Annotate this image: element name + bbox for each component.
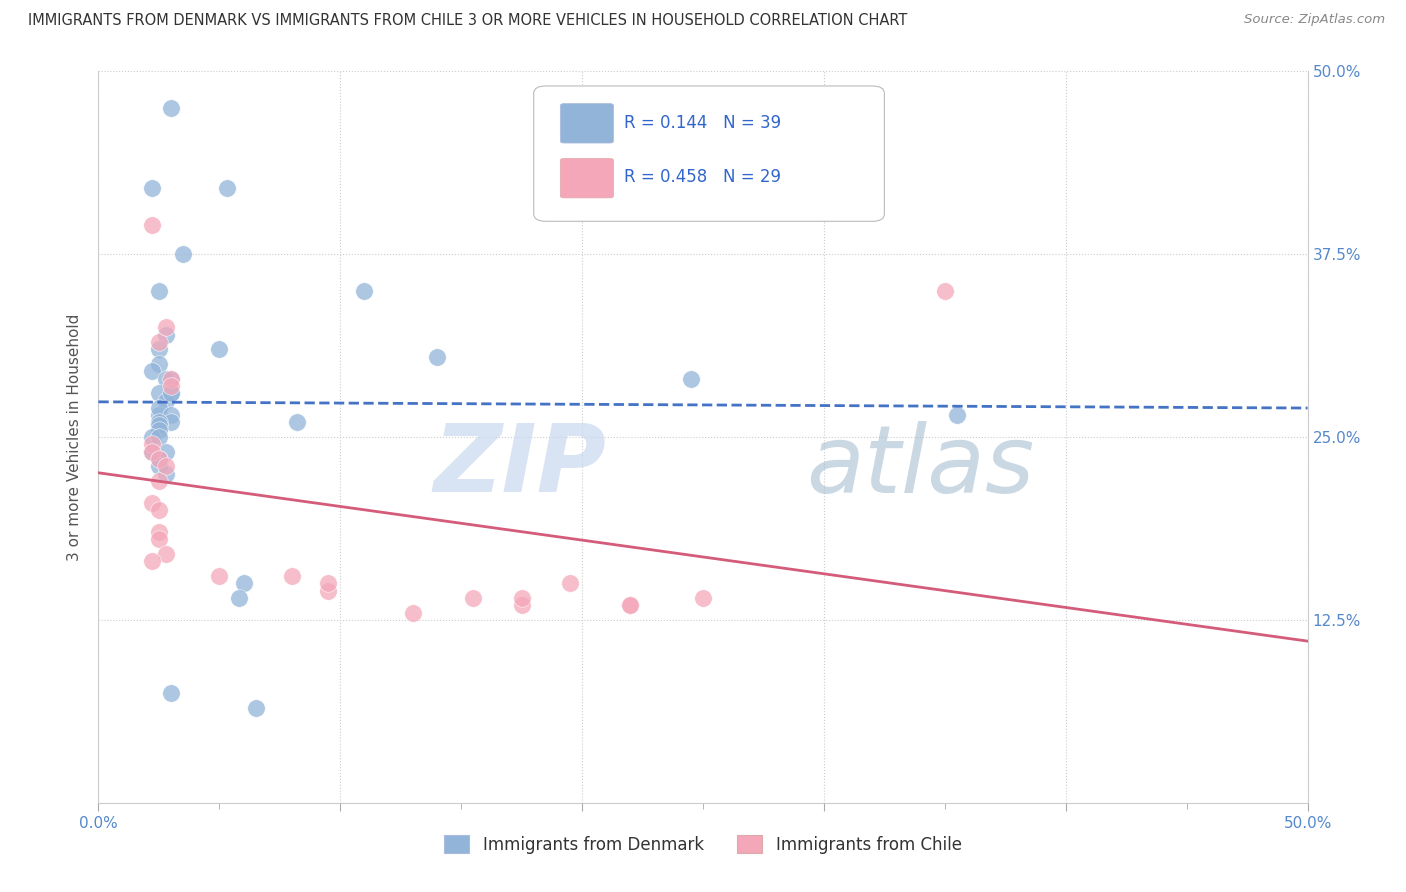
- Immigrants from Denmark: [160, 408, 183, 422]
- Immigrants from Chile: [934, 284, 956, 298]
- Text: R = 0.458   N = 29: R = 0.458 N = 29: [624, 169, 782, 186]
- Y-axis label: 3 or more Vehicles in Household: 3 or more Vehicles in Household: [67, 313, 83, 561]
- Immigrants from Chile: [148, 525, 170, 540]
- Immigrants from Chile: [141, 437, 163, 451]
- Immigrants from Denmark: [160, 371, 183, 385]
- Immigrants from Denmark: [148, 416, 170, 430]
- Immigrants from Chile: [316, 576, 339, 591]
- Immigrants from Chile: [148, 452, 170, 467]
- Immigrants from Denmark: [353, 284, 375, 298]
- Immigrants from Chile: [510, 591, 533, 605]
- Immigrants from Denmark: [232, 576, 254, 591]
- Immigrants from Denmark: [160, 101, 183, 115]
- Immigrants from Chile: [619, 599, 641, 613]
- Immigrants from Chile: [155, 547, 177, 561]
- Immigrants from Denmark: [160, 686, 183, 700]
- Immigrants from Chile: [692, 591, 714, 605]
- Immigrants from Chile: [148, 474, 170, 488]
- Immigrants from Chile: [558, 576, 581, 591]
- Immigrants from Denmark: [155, 467, 177, 481]
- Immigrants from Denmark: [285, 416, 308, 430]
- Immigrants from Denmark: [160, 386, 183, 401]
- Immigrants from Denmark: [228, 591, 250, 605]
- Immigrants from Denmark: [160, 386, 183, 401]
- Immigrants from Denmark: [148, 408, 170, 422]
- Immigrants from Denmark: [172, 247, 194, 261]
- Immigrants from Denmark: [155, 327, 177, 342]
- Immigrants from Chile: [155, 320, 177, 334]
- Immigrants from Chile: [148, 503, 170, 517]
- FancyBboxPatch shape: [561, 159, 613, 198]
- Immigrants from Denmark: [245, 700, 267, 714]
- Immigrants from Chile: [619, 599, 641, 613]
- Immigrants from Chile: [155, 459, 177, 474]
- Immigrants from Denmark: [141, 364, 163, 378]
- Text: Source: ZipAtlas.com: Source: ZipAtlas.com: [1244, 13, 1385, 27]
- Immigrants from Denmark: [148, 418, 170, 433]
- Immigrants from Chile: [141, 218, 163, 232]
- Immigrants from Chile: [402, 606, 425, 620]
- Immigrants from Denmark: [148, 423, 170, 437]
- Immigrants from Denmark: [946, 408, 969, 422]
- Legend: Immigrants from Denmark, Immigrants from Chile: Immigrants from Denmark, Immigrants from…: [437, 829, 969, 860]
- Immigrants from Denmark: [155, 393, 177, 408]
- Immigrants from Denmark: [679, 371, 702, 385]
- Immigrants from Denmark: [148, 284, 170, 298]
- Immigrants from Chile: [160, 379, 183, 393]
- Immigrants from Chile: [148, 533, 170, 547]
- Immigrants from Denmark: [141, 444, 163, 458]
- Immigrants from Chile: [148, 334, 170, 349]
- Text: ZIP: ZIP: [433, 420, 606, 512]
- Immigrants from Denmark: [160, 416, 183, 430]
- Immigrants from Denmark: [215, 181, 238, 195]
- Immigrants from Denmark: [141, 181, 163, 195]
- Immigrants from Denmark: [148, 430, 170, 444]
- Immigrants from Denmark: [148, 386, 170, 401]
- Immigrants from Chile: [281, 569, 304, 583]
- Immigrants from Denmark: [148, 452, 170, 467]
- Immigrants from Denmark: [148, 401, 170, 415]
- Immigrants from Chile: [141, 444, 163, 458]
- FancyBboxPatch shape: [561, 103, 613, 143]
- Text: R = 0.144   N = 39: R = 0.144 N = 39: [624, 113, 782, 131]
- Immigrants from Denmark: [426, 350, 449, 364]
- Immigrants from Chile: [463, 591, 485, 605]
- Immigrants from Chile: [208, 569, 231, 583]
- Immigrants from Chile: [141, 496, 163, 510]
- Immigrants from Denmark: [155, 444, 177, 458]
- FancyBboxPatch shape: [534, 86, 884, 221]
- Immigrants from Denmark: [141, 430, 163, 444]
- Immigrants from Chile: [141, 554, 163, 568]
- Immigrants from Denmark: [155, 371, 177, 385]
- Immigrants from Chile: [160, 371, 183, 385]
- Immigrants from Denmark: [148, 459, 170, 474]
- Text: atlas: atlas: [807, 421, 1035, 512]
- Immigrants from Chile: [510, 599, 533, 613]
- Immigrants from Denmark: [148, 357, 170, 371]
- Immigrants from Denmark: [148, 343, 170, 357]
- Text: IMMIGRANTS FROM DENMARK VS IMMIGRANTS FROM CHILE 3 OR MORE VEHICLES IN HOUSEHOLD: IMMIGRANTS FROM DENMARK VS IMMIGRANTS FR…: [28, 13, 907, 29]
- Immigrants from Chile: [316, 583, 339, 598]
- Immigrants from Denmark: [208, 343, 231, 357]
